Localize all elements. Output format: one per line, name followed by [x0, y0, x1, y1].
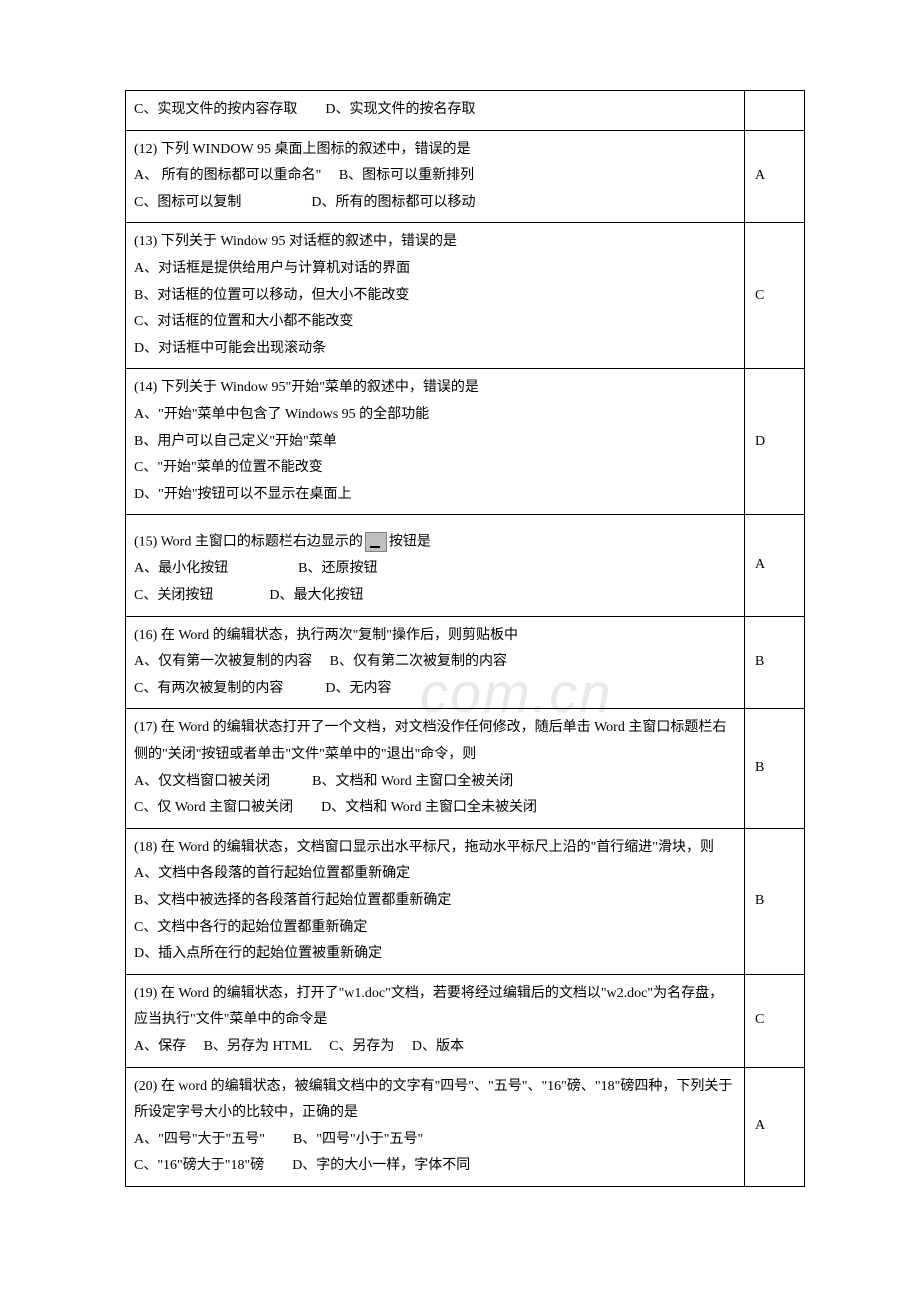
- question-cell: (19) 在 Word 的编辑状态，打开了"w1.doc"文档，若要将经过编辑后…: [126, 974, 745, 1067]
- question-line: D、"开始"按钮可以不显示在桌面上: [134, 482, 736, 509]
- question-line: D、插入点所在行的起始位置被重新确定: [134, 941, 736, 968]
- question-cell: (16) 在 Word 的编辑状态，执行两次"复制"操作后，则剪贴板中 A、仅有…: [126, 616, 745, 709]
- question-line: C、文档中各行的起始位置都重新确定: [134, 915, 736, 942]
- table-row: (18) 在 Word 的编辑状态，文档窗口显示出水平标尺，拖动水平标尺上沿的"…: [126, 828, 805, 974]
- quiz-table-body: C、实现文件的按内容存取 D、实现文件的按名存取 (12) 下列 WINDOW …: [126, 91, 805, 1187]
- table-row: (20) 在 word 的编辑状态，被编辑文档中的文字有"四号"、"五号"、"1…: [126, 1067, 805, 1186]
- question-line: B、文档中被选择的各段落首行起始位置都重新确定: [134, 888, 736, 915]
- question-line: C、实现文件的按内容存取 D、实现文件的按名存取: [134, 97, 736, 124]
- question-line: D、对话框中可能会出现滚动条: [134, 336, 736, 363]
- answer-cell: D: [745, 369, 805, 515]
- table-row: (12) 下列 WINDOW 95 桌面上图标的叙述中，错误的是 A、 所有的图…: [126, 130, 805, 223]
- answer-cell: B: [745, 828, 805, 974]
- table-row: C、实现文件的按内容存取 D、实现文件的按名存取: [126, 91, 805, 131]
- answer-cell: B: [745, 709, 805, 828]
- question-cell: (15) Word 主窗口的标题栏右边显示的 按钮是 A、最小化按钮 B、还原按钮…: [126, 515, 745, 616]
- question-line: (15) Word 主窗口的标题栏右边显示的 按钮是: [134, 529, 736, 556]
- table-row: (13) 下列关于 Window 95 对话框的叙述中，错误的是 A、对话框是提…: [126, 223, 805, 369]
- table-row: (14) 下列关于 Window 95"开始"菜单的叙述中，错误的是 A、"开始…: [126, 369, 805, 515]
- table-row: (19) 在 Word 的编辑状态，打开了"w1.doc"文档，若要将经过编辑后…: [126, 974, 805, 1067]
- question-line: A、"开始"菜单中包含了 Windows 95 的全部功能: [134, 402, 736, 429]
- question-cell: (13) 下列关于 Window 95 对话框的叙述中，错误的是 A、对话框是提…: [126, 223, 745, 369]
- question-line-post: 按钮是: [389, 535, 431, 550]
- question-cell: (12) 下列 WINDOW 95 桌面上图标的叙述中，错误的是 A、 所有的图…: [126, 130, 745, 223]
- question-cell: (17) 在 Word 的编辑状态打开了一个文档，对文档没作任何修改，随后单击 …: [126, 709, 745, 828]
- answer-cell: B: [745, 616, 805, 709]
- question-line: A、保存 B、另存为 HTML C、另存为 D、版本: [134, 1034, 736, 1061]
- answer-cell: C: [745, 223, 805, 369]
- question-cell: (14) 下列关于 Window 95"开始"菜单的叙述中，错误的是 A、"开始…: [126, 369, 745, 515]
- minimize-icon: [363, 529, 389, 556]
- quiz-table: C、实现文件的按内容存取 D、实现文件的按名存取 (12) 下列 WINDOW …: [125, 90, 805, 1187]
- question-line: B、用户可以自己定义"开始"菜单: [134, 429, 736, 456]
- question-line: A、仅文档窗口被关闭 B、文档和 Word 主窗口全被关闭: [134, 769, 736, 796]
- table-row: (15) Word 主窗口的标题栏右边显示的 按钮是 A、最小化按钮 B、还原按钮…: [126, 515, 805, 616]
- question-line: (16) 在 Word 的编辑状态，执行两次"复制"操作后，则剪贴板中: [134, 623, 736, 650]
- answer-cell: [745, 91, 805, 131]
- question-line: (17) 在 Word 的编辑状态打开了一个文档，对文档没作任何修改，随后单击 …: [134, 715, 736, 768]
- question-line: A、"四号"大于"五号" B、"四号"小于"五号": [134, 1127, 736, 1154]
- question-line: C、图标可以复制 D、所有的图标都可以移动: [134, 190, 736, 217]
- question-cell: C、实现文件的按内容存取 D、实现文件的按名存取: [126, 91, 745, 131]
- question-line: A、最小化按钮 B、还原按钮: [134, 556, 736, 583]
- table-row: (16) 在 Word 的编辑状态，执行两次"复制"操作后，则剪贴板中 A、仅有…: [126, 616, 805, 709]
- question-line: C、"16"磅大于"18"磅 D、字的大小一样，字体不同: [134, 1153, 736, 1180]
- question-cell: (20) 在 word 的编辑状态，被编辑文档中的文字有"四号"、"五号"、"1…: [126, 1067, 745, 1186]
- table-row: (17) 在 Word 的编辑状态打开了一个文档，对文档没作任何修改，随后单击 …: [126, 709, 805, 828]
- question-line: A、文档中各段落的首行起始位置都重新确定: [134, 861, 736, 888]
- question-line: (12) 下列 WINDOW 95 桌面上图标的叙述中，错误的是: [134, 137, 736, 164]
- question-line: A、 所有的图标都可以重命名" B、图标可以重新排列: [134, 163, 736, 190]
- answer-cell: A: [745, 130, 805, 223]
- answer-cell: C: [745, 974, 805, 1067]
- question-line: A、仅有第一次被复制的内容 B、仅有第二次被复制的内容: [134, 649, 736, 676]
- question-line: C、有两次被复制的内容 D、无内容: [134, 676, 736, 703]
- question-line: (18) 在 Word 的编辑状态，文档窗口显示出水平标尺，拖动水平标尺上沿的"…: [134, 835, 736, 862]
- question-cell: (18) 在 Word 的编辑状态，文档窗口显示出水平标尺，拖动水平标尺上沿的"…: [126, 828, 745, 974]
- answer-cell: A: [745, 515, 805, 616]
- question-line: C、对话框的位置和大小都不能改变: [134, 309, 736, 336]
- question-line: (19) 在 Word 的编辑状态，打开了"w1.doc"文档，若要将经过编辑后…: [134, 981, 736, 1034]
- question-line: A、对话框是提供给用户与计算机对话的界面: [134, 256, 736, 283]
- question-line: (13) 下列关于 Window 95 对话框的叙述中，错误的是: [134, 229, 736, 256]
- question-line: B、对话框的位置可以移动，但大小不能改变: [134, 283, 736, 310]
- question-line: C、仅 Word 主窗口被关闭 D、文档和 Word 主窗口全未被关闭: [134, 795, 736, 822]
- question-line: (14) 下列关于 Window 95"开始"菜单的叙述中，错误的是: [134, 375, 736, 402]
- question-line-pre: (15) Word 主窗口的标题栏右边显示的: [134, 535, 363, 550]
- answer-cell: A: [745, 1067, 805, 1186]
- question-line: C、关闭按钮 D、最大化按钮: [134, 583, 736, 610]
- question-line: (20) 在 word 的编辑状态，被编辑文档中的文字有"四号"、"五号"、"1…: [134, 1074, 736, 1127]
- question-line: C、"开始"菜单的位置不能改变: [134, 455, 736, 482]
